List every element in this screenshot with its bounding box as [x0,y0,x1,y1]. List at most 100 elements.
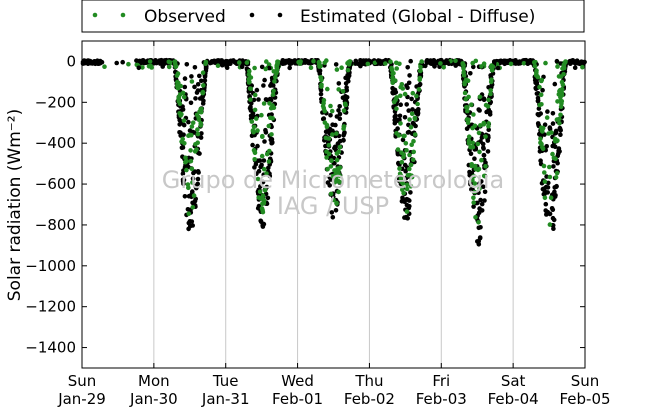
observed-point [471,174,477,179]
observed-point [264,59,269,64]
observed-point [470,140,476,146]
estimated-point [558,132,563,137]
estimated-point [203,65,209,70]
observed-point [538,136,543,141]
observed-point [466,134,472,139]
estimated-point [341,133,346,138]
observed-point [297,61,303,66]
estimated-point [453,63,459,68]
estimated-point [483,160,488,166]
observed-point [388,59,393,64]
observed-point [560,82,566,87]
observed-point [397,171,403,176]
estimated-point [574,58,580,63]
observed-point [268,115,273,121]
observed-point [319,82,324,88]
estimated-point [262,139,267,144]
estimated-point [536,106,542,111]
estimated-point [191,170,196,176]
observed-point [252,149,257,154]
estimated-point [554,58,560,64]
estimated-point [258,219,264,225]
estimated-point [400,195,405,201]
estimated-point [327,183,333,188]
observed-point [246,76,252,82]
observed-point [473,215,478,220]
estimated-point [269,140,274,146]
observed-point [559,90,565,95]
observed-point [488,79,494,85]
estimated-point [479,135,485,140]
observed-point [330,173,335,179]
observed-point [215,63,221,68]
estimated-point [182,194,188,199]
observed-point [262,187,268,193]
observed-point [201,83,206,88]
estimated-point [479,201,485,207]
observed-point [476,220,481,225]
estimated-point [81,58,87,64]
observed-point [326,136,332,141]
observed-point [255,176,261,182]
observed-point [189,166,195,172]
estimated-point [545,185,551,190]
observed-point [175,85,181,91]
observed-point [462,80,468,85]
estimated-point [153,58,158,63]
estimated-point [318,91,324,97]
estimated-point [197,151,202,156]
observed-point [402,133,407,139]
observed-point [195,127,200,132]
observed-point [470,125,475,131]
observed-point [415,101,420,107]
observed-point [190,120,196,125]
observed-point [326,142,332,148]
estimated-point [417,82,422,88]
observed-point [407,166,412,172]
observed-point [247,86,253,91]
observed-point [261,166,267,172]
estimated-point [404,83,409,88]
estimated-point [552,144,558,149]
observed-point [537,102,542,108]
estimated-point [337,116,343,121]
observed-point [416,87,422,92]
estimated-point [403,168,408,174]
observed-point [147,59,153,64]
observed-point [469,162,475,167]
estimated-point [556,151,561,156]
estimated-point [544,144,549,149]
observed-point [195,131,201,137]
observed-point [334,67,340,72]
estimated-point [547,126,553,132]
estimated-point [397,113,403,119]
estimated-point [344,85,349,90]
estimated-point [336,81,342,86]
observed-point [268,105,274,111]
x-tick-label-day: Wed [281,372,314,390]
observed-point [483,102,489,108]
observed-point [166,64,172,70]
estimated-point [254,87,260,93]
estimated-point [254,171,259,176]
estimated-point [375,58,381,63]
legend-box [81,0,585,33]
estimated-point [188,100,194,106]
observed-point [402,91,408,97]
estimated-point [495,65,501,71]
observed-point [200,70,206,75]
estimated-point [192,65,198,70]
x-tick-label-date: Feb-05 [559,390,610,408]
plot-frame [81,40,586,369]
observed-point [324,124,330,130]
observed-point [489,68,495,73]
observed-point [407,117,412,122]
observed-point [541,163,547,169]
estimated-point [431,58,437,64]
observed-point [252,65,257,71]
estimated-point [209,60,215,65]
observed-point [177,101,183,107]
estimated-point [271,83,276,88]
estimated-point [333,122,338,128]
data-points [80,57,587,247]
